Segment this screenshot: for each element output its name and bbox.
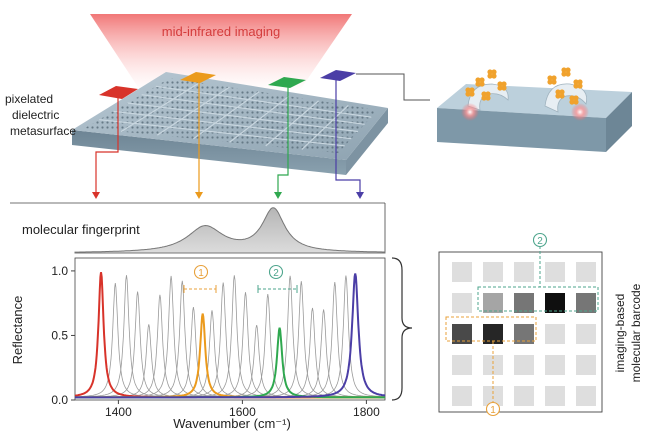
y-tick-label: 1.0	[51, 264, 68, 278]
metasurface-label-line3: metasurface	[10, 124, 76, 138]
barcode-cell	[576, 293, 596, 313]
hotspot-right	[571, 103, 589, 121]
barcode-cell	[483, 293, 503, 313]
band-marker-2-text: 2	[273, 268, 279, 279]
barcode-cell	[514, 293, 534, 313]
barcode-cell	[514, 355, 534, 375]
molecule-bead	[485, 95, 490, 100]
barcode-cell	[545, 386, 565, 406]
molecule-bead	[559, 93, 564, 98]
arrow-green-head	[274, 192, 282, 199]
x-tick-label: 1400	[105, 405, 132, 419]
molecule-bead	[573, 99, 578, 104]
curly-brace	[392, 258, 412, 400]
barcode-cell	[545, 355, 565, 375]
pixel-purple	[320, 70, 356, 81]
imaging-label: mid-infrared imaging	[162, 24, 281, 39]
barcode-cell	[514, 262, 534, 282]
metasurface-label-line1: pixelated	[5, 92, 53, 106]
metasurface-label-line2: dielectric	[12, 108, 59, 122]
gray-resonances	[75, 275, 385, 397]
barcode-marker-1-text: 1	[490, 405, 496, 416]
band-marker-1-text: 1	[198, 268, 204, 279]
barcode-cell	[514, 386, 534, 406]
barcode-cell	[452, 262, 472, 282]
barcode-cell	[483, 262, 503, 282]
barcode-cell	[576, 386, 596, 406]
barcode-label-line1: imaging-based	[613, 294, 627, 373]
barcode-cell	[545, 293, 565, 313]
barcode-cell	[576, 262, 596, 282]
x-axis-label: Wavenumber (cm⁻¹)	[173, 416, 291, 431]
barcode-cell	[452, 386, 472, 406]
molecule-bead	[565, 71, 570, 76]
barcode-panel: 2 1 imaging-based molecular barcode	[439, 234, 643, 417]
x-tick-label: 1800	[353, 405, 380, 419]
barcode-cell	[452, 355, 472, 375]
barcode-label-line2: molecular barcode	[629, 283, 643, 382]
y-tick-label: 0.5	[51, 328, 68, 342]
barcode-cell	[452, 293, 472, 313]
y-tick-label: 0.0	[51, 393, 68, 407]
hotspot-left	[461, 103, 479, 121]
band-marker-1: 1	[184, 266, 216, 294]
molecule-bead	[479, 81, 484, 86]
barcode-cell	[545, 262, 565, 282]
fingerprint-label: molecular fingerprint	[22, 222, 140, 237]
barcode-cell	[576, 355, 596, 375]
molecule-bead	[469, 91, 474, 96]
molecule-bead	[577, 83, 582, 88]
molecule-bead	[551, 79, 556, 84]
y-axis-label: Reflectance	[10, 296, 25, 365]
barcode-marker-2-text: 2	[537, 236, 543, 247]
y-ticks: 0.0 0.5 1.0	[51, 264, 75, 407]
barcode-cell	[576, 324, 596, 344]
zoom-connector	[356, 74, 430, 100]
arrow-purple-head	[356, 192, 364, 199]
arrow-red-head	[92, 192, 100, 199]
arrow-orange-head	[195, 192, 203, 199]
molecule-bead	[491, 73, 496, 78]
metasurface-illustration: mid-infrared imaging pixelated dielectri…	[5, 14, 430, 199]
fingerprint-panel: molecular fingerprint	[10, 203, 385, 253]
molecule-bead	[501, 85, 506, 90]
reflectance-chart: 1400 1600 1800 0.0 0.5 1.0 Wavenumber (cm⁻¹)…	[10, 258, 385, 431]
zoomed-resonator-block	[437, 67, 632, 152]
barcode-cell	[545, 324, 565, 344]
